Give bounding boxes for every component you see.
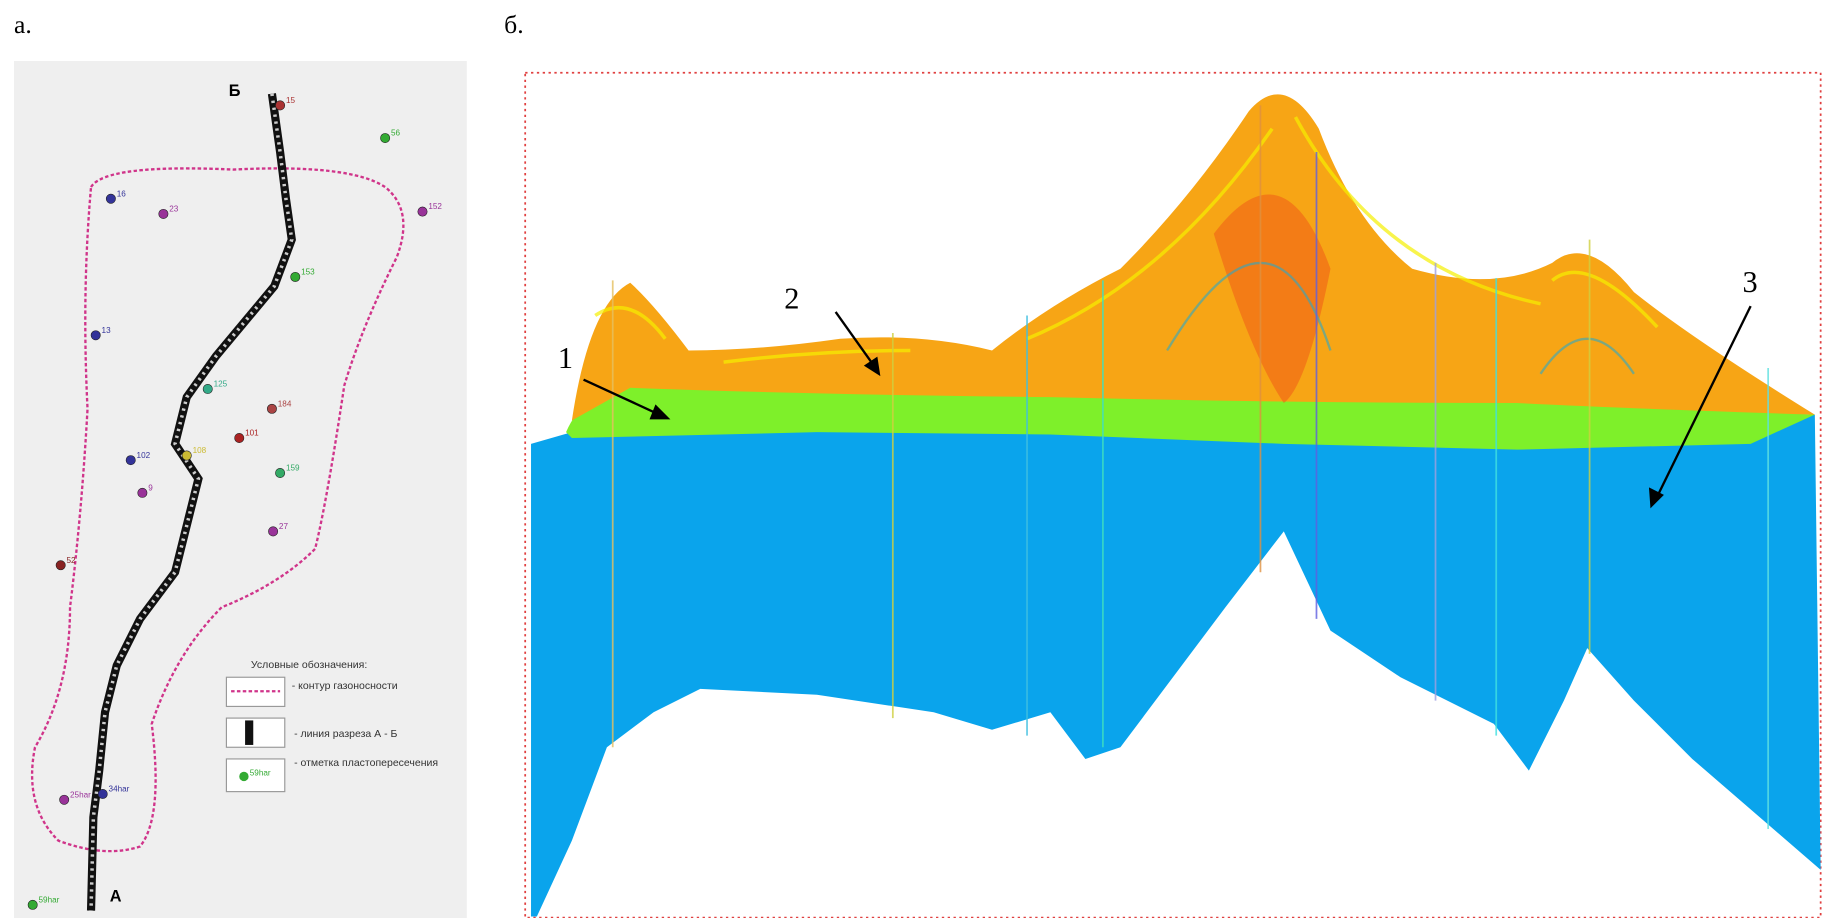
well-label: 23 bbox=[169, 205, 179, 214]
map: Б А 15 16 23 152 13 102 101 184 125 52 27 9 56 153 108… bbox=[14, 61, 467, 918]
well bbox=[91, 331, 100, 340]
legend-well-label: 59har bbox=[250, 768, 271, 777]
well bbox=[56, 561, 65, 570]
well bbox=[28, 900, 37, 909]
well-label: 9 bbox=[148, 484, 153, 493]
section-label: 2 bbox=[784, 281, 799, 315]
well bbox=[126, 455, 135, 464]
well-label: 152 bbox=[428, 202, 442, 211]
well-label: 159 bbox=[286, 464, 300, 473]
section-label: 3 bbox=[1742, 265, 1757, 299]
well-label: 52 bbox=[67, 556, 77, 565]
well-label: 59har bbox=[39, 895, 60, 904]
legend-title: Условные обозначения: bbox=[251, 659, 367, 671]
well-label: 101 bbox=[245, 429, 259, 438]
well-label: 16 bbox=[117, 189, 127, 198]
legend-text: - отметка пластопересечения bbox=[294, 757, 438, 769]
well bbox=[418, 207, 427, 216]
well bbox=[138, 488, 147, 497]
well-label: 15 bbox=[286, 96, 296, 105]
legend-line bbox=[245, 720, 253, 745]
well-label: 13 bbox=[102, 326, 112, 335]
well-label: 153 bbox=[301, 268, 315, 277]
legend-box bbox=[226, 718, 284, 747]
well-label: 25har bbox=[70, 790, 91, 799]
section-end-label: Б bbox=[229, 82, 241, 100]
section-end-label: А bbox=[110, 887, 122, 905]
well-label: 34har bbox=[109, 785, 130, 794]
well-label: 56 bbox=[391, 129, 401, 138]
well bbox=[182, 451, 191, 460]
well-label: 102 bbox=[137, 451, 151, 460]
well bbox=[380, 133, 389, 142]
page: {"panels": {"left_label": "а.", "right_l… bbox=[0, 0, 1830, 918]
well-label: 27 bbox=[279, 522, 289, 531]
well bbox=[159, 209, 168, 218]
legend-text: - контур газоносности bbox=[292, 680, 398, 692]
well bbox=[275, 101, 284, 110]
figure: а. б. Б А 151623152131021011841255227956… bbox=[0, 0, 1830, 918]
legend-well bbox=[239, 772, 248, 781]
well bbox=[235, 433, 244, 442]
section-label: 1 bbox=[558, 341, 573, 375]
well bbox=[60, 795, 69, 804]
well-label: 108 bbox=[193, 446, 207, 455]
well bbox=[267, 404, 276, 413]
well bbox=[203, 384, 212, 393]
well bbox=[275, 468, 284, 477]
legend-text: - линия разреза А - Б bbox=[294, 728, 397, 740]
well bbox=[106, 194, 115, 203]
panel-label: а. bbox=[14, 10, 32, 39]
section: 1 2 3 bbox=[525, 73, 1820, 918]
well-label: 125 bbox=[214, 380, 228, 389]
panel-label: б. bbox=[504, 10, 523, 39]
well bbox=[98, 789, 107, 798]
well bbox=[291, 272, 300, 281]
well-label: 184 bbox=[278, 399, 292, 408]
well bbox=[268, 527, 277, 536]
